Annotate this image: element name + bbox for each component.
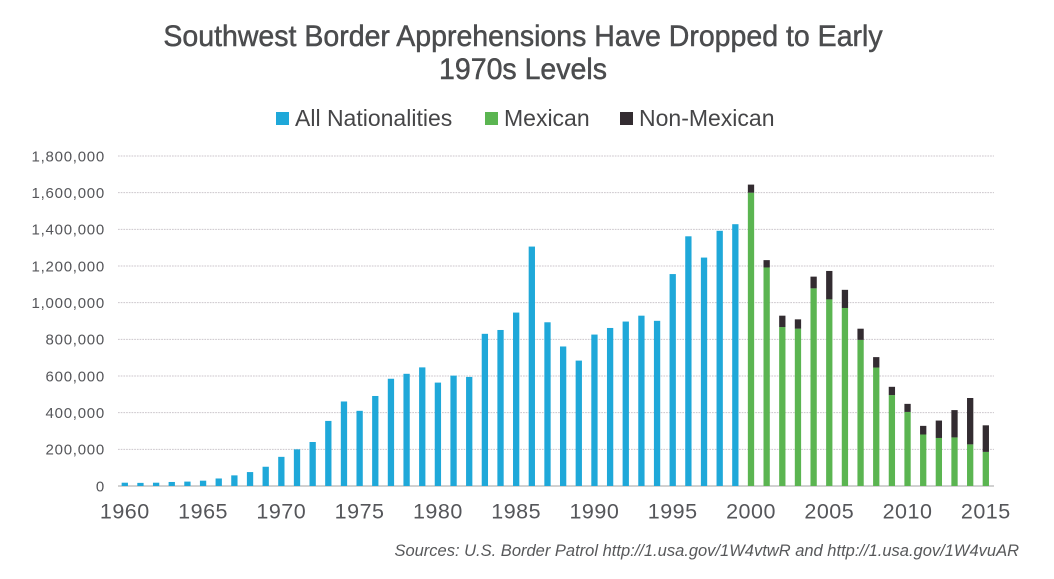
svg-text:2010: 2010 — [883, 500, 933, 524]
svg-text:0: 0 — [96, 478, 105, 495]
svg-text:1,600,000: 1,600,000 — [32, 185, 105, 202]
svg-text:1990: 1990 — [569, 500, 619, 524]
svg-text:1965: 1965 — [178, 500, 228, 524]
svg-text:1,200,000: 1,200,000 — [32, 258, 105, 275]
svg-text:1995: 1995 — [648, 500, 698, 524]
svg-text:200,000: 200,000 — [46, 442, 105, 459]
svg-text:400,000: 400,000 — [46, 405, 105, 422]
svg-text:1980: 1980 — [413, 500, 463, 524]
svg-text:800,000: 800,000 — [46, 332, 105, 349]
svg-text:2000: 2000 — [726, 500, 776, 524]
svg-text:1985: 1985 — [491, 500, 541, 524]
svg-text:1,800,000: 1,800,000 — [32, 148, 105, 165]
svg-text:2015: 2015 — [961, 500, 1011, 524]
svg-text:1960: 1960 — [100, 500, 150, 524]
svg-text:1975: 1975 — [335, 500, 385, 524]
svg-text:1,000,000: 1,000,000 — [32, 295, 105, 312]
svg-text:1,400,000: 1,400,000 — [32, 222, 105, 239]
svg-text:600,000: 600,000 — [46, 368, 105, 385]
svg-text:1970: 1970 — [256, 500, 306, 524]
svg-text:2005: 2005 — [804, 500, 854, 524]
